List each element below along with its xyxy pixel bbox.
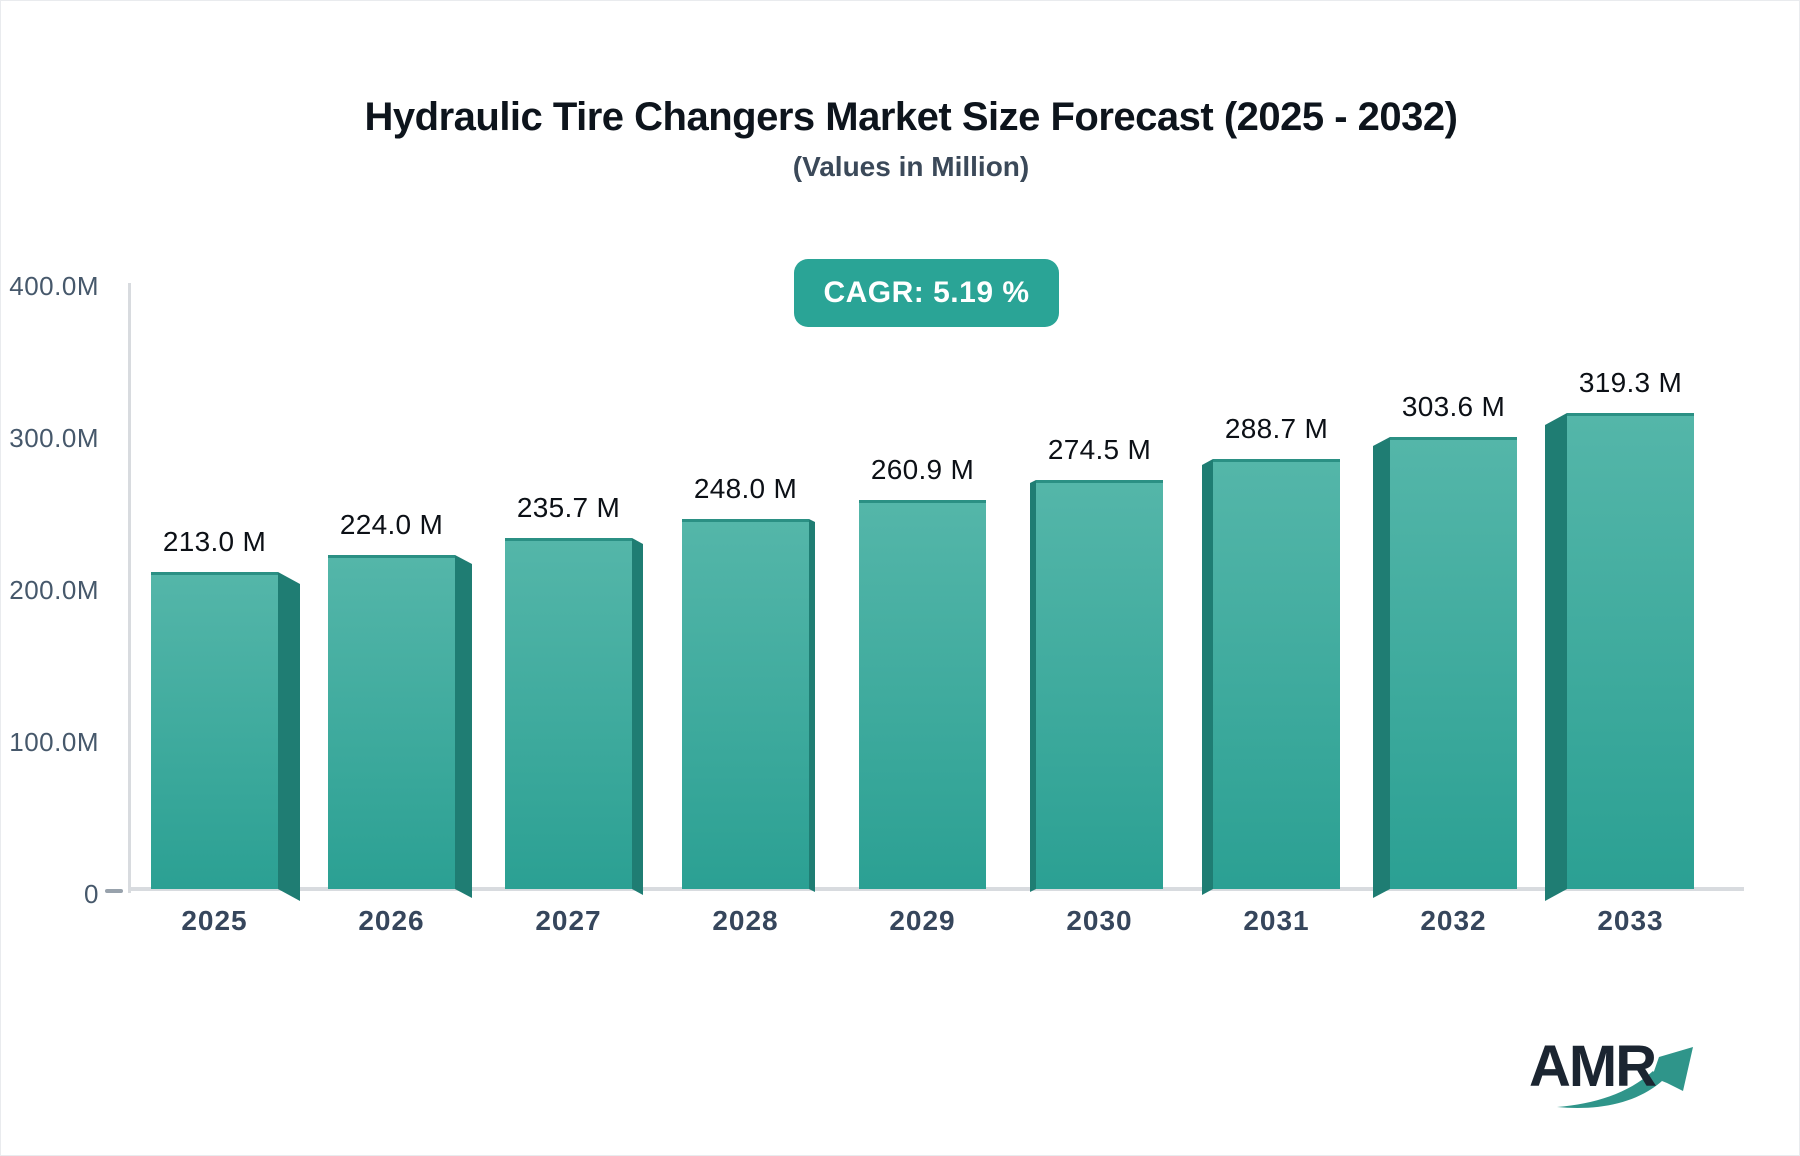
bar-value-label-2028: 248.0 M [693, 473, 798, 504]
x-axis-label-2030: 2030 [1066, 905, 1133, 936]
x-axis-line [128, 887, 1744, 891]
bar-side-face-2025 [278, 572, 300, 901]
y-axis-tick-label: 300.0M [9, 423, 99, 453]
y-axis-line [128, 283, 131, 893]
bar-side-face-2033 [1545, 413, 1567, 901]
x-axis-label-2027: 2027 [535, 905, 602, 936]
bar-side-face-2032 [1373, 437, 1390, 898]
growth-arrow-icon [1557, 1047, 1693, 1108]
bar-value-label-2027: 235.7 M [516, 492, 621, 523]
bar-2028 [682, 519, 809, 889]
bar-value-label-2031: 288.7 M [1224, 413, 1329, 444]
x-axis-label-2025: 2025 [181, 905, 248, 936]
bar-2030 [1036, 480, 1163, 889]
bar-value-label-2025: 213.0 M [162, 526, 267, 557]
bar-2029 [859, 500, 986, 889]
y-axis-tick-label: 0 [84, 879, 99, 909]
bar-value-label-2026: 224.0 M [339, 509, 444, 540]
bar-value-label-2033: 319.3 M [1578, 367, 1683, 398]
y-axis-tick-label: 200.0M [9, 575, 99, 605]
bar-side-face-2027 [632, 538, 643, 895]
x-axis-label-2031: 2031 [1243, 905, 1310, 936]
chart-subtitle: (Values in Million) [792, 151, 1030, 182]
bar-2026 [328, 555, 455, 889]
x-axis-label-2028: 2028 [712, 905, 779, 936]
y-axis-tick-label: 400.0M [9, 271, 99, 301]
bar-value-label-2030: 274.5 M [1047, 434, 1152, 465]
x-axis-label-2033: 2033 [1597, 905, 1664, 936]
x-axis-label-2026: 2026 [358, 905, 425, 936]
y-axis-tick-label: 100.0M [9, 727, 99, 757]
bar-side-face-2030 [1030, 480, 1036, 892]
bar-side-face-2028 [809, 519, 815, 892]
bar-side-face-2026 [455, 555, 472, 898]
bar-value-label-2032: 303.6 M [1401, 391, 1506, 422]
bar-2031 [1213, 459, 1340, 889]
bar-2027 [505, 538, 632, 889]
zero-tick-mark [105, 889, 123, 893]
x-axis-label-2032: 2032 [1420, 905, 1487, 936]
bar-2033 [1567, 413, 1694, 889]
bar-2032 [1390, 437, 1517, 889]
bar-side-face-2031 [1202, 459, 1213, 895]
bar-value-label-2029: 260.9 M [870, 454, 975, 485]
x-axis-label-2029: 2029 [889, 905, 956, 936]
cagr-badge: CAGR: 5.19 % [794, 259, 1059, 327]
chart-title: Hydraulic Tire Changers Market Size Fore… [364, 95, 1458, 139]
amr-logo: AMR [1523, 1031, 1723, 1121]
bar-2025 [151, 572, 278, 889]
amr-logo-text: AMR [1529, 1034, 1657, 1099]
